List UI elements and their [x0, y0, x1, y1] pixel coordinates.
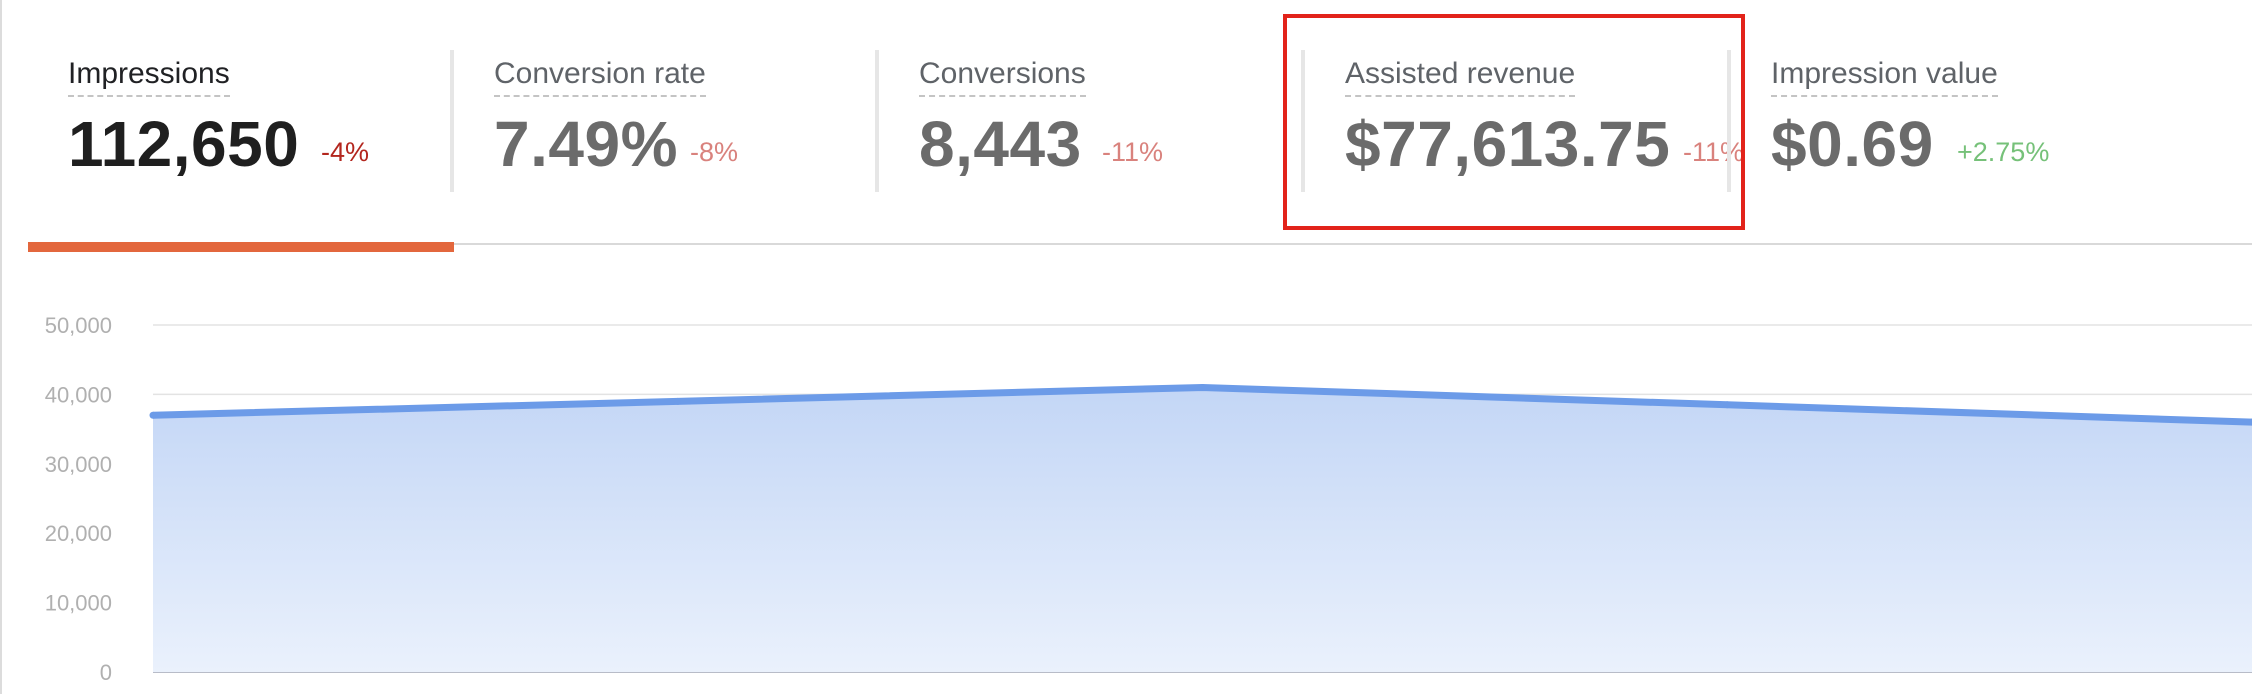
- chart-svg: 50,000 40,000 30,000 20,000 10,000 0: [0, 245, 2252, 694]
- y-tick-label: 0: [100, 660, 112, 685]
- tab-change: -8%: [690, 134, 738, 170]
- tab-value: $0.69: [1771, 104, 1934, 184]
- impressions-chart: 50,000 40,000 30,000 20,000 10,000 0: [0, 245, 2252, 694]
- tab-value: 112,650: [68, 104, 299, 184]
- tab-value: 8,443: [919, 104, 1082, 184]
- y-tick-label: 30,000: [45, 452, 112, 477]
- tab-change: -4%: [321, 134, 369, 170]
- tab-assisted-revenue[interactable]: Assisted revenue $77,613.75 -11%: [1305, 0, 1727, 245]
- tab-label: Assisted revenue: [1345, 54, 1575, 97]
- y-tick-label: 50,000: [45, 313, 112, 338]
- tab-label: Impressions: [68, 54, 230, 97]
- tab-change: +2.75%: [1957, 134, 2049, 170]
- tab-label: Impression value: [1771, 54, 1998, 97]
- data-point[interactable]: [674, 398, 681, 405]
- tab-impressions[interactable]: Impressions 112,650 -4%: [0, 0, 450, 245]
- tab-conversion-rate[interactable]: Conversion rate 7.49% -8%: [454, 0, 875, 245]
- data-point[interactable]: [150, 412, 157, 419]
- tab-value: $77,613.75: [1345, 104, 1670, 184]
- y-axis-ticks: 50,000 40,000 30,000 20,000 10,000 0: [45, 313, 112, 685]
- tab-value: 7.49%: [494, 104, 678, 184]
- chart-series: [150, 384, 2252, 672]
- tab-change: -11%: [1102, 134, 1163, 170]
- data-point[interactable]: [1724, 401, 1731, 408]
- tab-label: Conversions: [919, 54, 1086, 97]
- series-area: [153, 387, 2252, 672]
- tab-conversions[interactable]: Conversions 8,443 -11%: [879, 0, 1301, 245]
- y-tick-label: 40,000: [45, 382, 112, 407]
- metric-tabs: Impressions 112,650 -4% Conversion rate …: [0, 0, 2252, 245]
- y-tick-label: 10,000: [45, 591, 112, 616]
- tab-label: Conversion rate: [494, 54, 706, 97]
- data-point[interactable]: [1199, 384, 1206, 391]
- tab-impression-value[interactable]: Impression value $0.69 +2.75%: [1731, 0, 2252, 245]
- y-tick-label: 20,000: [45, 521, 112, 546]
